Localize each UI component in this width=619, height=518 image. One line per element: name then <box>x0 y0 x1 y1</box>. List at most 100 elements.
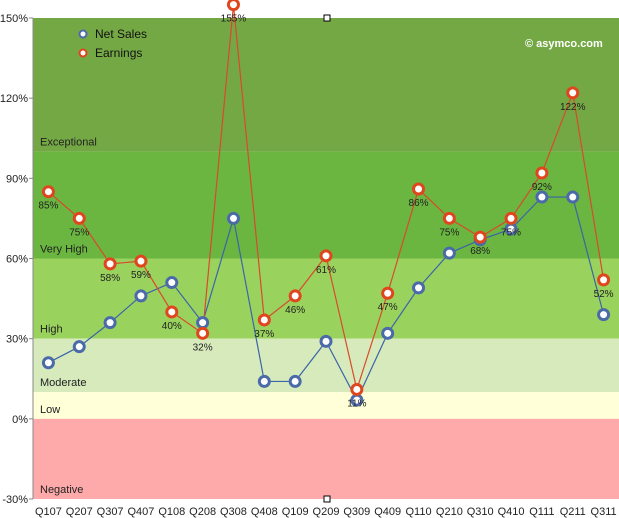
data-point[interactable] <box>319 249 333 263</box>
x-tick-label: Q408 <box>251 506 278 518</box>
y-tick-label: 150% <box>0 13 28 25</box>
data-point[interactable] <box>381 326 395 340</box>
data-point[interactable] <box>597 273 611 287</box>
x-tick-label: Q308 <box>220 506 247 518</box>
data-point[interactable] <box>196 316 210 330</box>
data-point[interactable] <box>165 305 179 319</box>
data-point[interactable] <box>103 316 117 330</box>
data-point[interactable] <box>566 86 580 100</box>
data-point[interactable] <box>412 281 426 295</box>
data-label: 86% <box>409 198 429 209</box>
x-tick-label: Q311 <box>591 506 617 518</box>
band-labels: Exceptional Very High High Moderate Low Negat… <box>40 137 97 496</box>
data-label: 68% <box>470 246 490 257</box>
data-label: 32% <box>193 342 213 353</box>
x-tick-label: Q307 <box>97 506 124 518</box>
data-label: 52% <box>594 289 614 300</box>
band-very-high <box>33 151 619 259</box>
resize-handle-top[interactable] <box>323 14 331 22</box>
legend-label: Net Sales <box>95 27 147 41</box>
data-labels: 85% 75% 58% 59% 40% 32% 155% 37% 46% 61% 11% 47% 86%… <box>38 14 613 410</box>
data-point[interactable] <box>504 211 518 225</box>
band-exceptional <box>33 18 619 152</box>
data-label: 122% <box>560 102 586 113</box>
data-point[interactable] <box>442 246 456 260</box>
x-tick-label: Q107 <box>35 506 62 518</box>
data-label: 92% <box>532 182 552 193</box>
data-point[interactable] <box>473 230 487 244</box>
x-tick-label: Q309 <box>343 506 370 518</box>
x-tick-label: Q111 <box>529 506 554 518</box>
series-points <box>41 0 611 407</box>
y-tick-label: 60% <box>6 254 28 266</box>
data-point[interactable] <box>535 190 549 204</box>
data-label: 58% <box>100 273 120 284</box>
y-axis-ticks: -30% 0% 30% 60% 90% 120% 150% <box>0 13 33 506</box>
band-low <box>33 392 619 419</box>
data-point[interactable] <box>288 289 302 303</box>
data-point[interactable] <box>134 254 148 268</box>
data-point[interactable] <box>442 211 456 225</box>
resize-handle-bottom[interactable] <box>323 495 331 503</box>
data-point[interactable] <box>134 289 148 303</box>
data-point[interactable] <box>319 334 333 348</box>
x-tick-label: Q310 <box>467 506 494 518</box>
data-point[interactable] <box>597 308 611 322</box>
legend-label: Earnings <box>95 46 142 60</box>
data-point[interactable] <box>103 257 117 271</box>
x-tick-label: Q110 <box>405 506 431 518</box>
data-point[interactable] <box>72 211 86 225</box>
y-tick-label: 120% <box>0 93 28 105</box>
legend-marker <box>78 48 88 58</box>
watermark: © asymco.com <box>525 38 603 50</box>
x-tick-label: Q109 <box>282 506 309 518</box>
data-label: 47% <box>378 302 398 313</box>
x-tick-label: Q108 <box>158 506 185 518</box>
data-point[interactable] <box>257 374 271 388</box>
data-label: 46% <box>285 305 305 316</box>
data-point[interactable] <box>196 326 210 340</box>
data-point[interactable] <box>41 356 55 370</box>
x-tick-label: Q210 <box>436 506 463 518</box>
x-tick-label: Q211 <box>560 506 586 518</box>
band-high <box>33 258 619 339</box>
data-point[interactable] <box>257 313 271 327</box>
data-label: 40% <box>162 321 182 332</box>
data-label: 155% <box>221 14 247 25</box>
band-label: Very High <box>40 244 88 256</box>
data-point[interactable] <box>72 340 86 354</box>
data-label: 75% <box>439 227 459 238</box>
y-tick-label: 0% <box>12 414 28 426</box>
y-tick-label: 90% <box>6 173 28 185</box>
x-tick-label: Q409 <box>374 506 401 518</box>
y-tick-label: -30% <box>2 494 28 506</box>
x-tick-label: Q410 <box>498 506 525 518</box>
data-label: 61% <box>316 265 336 276</box>
data-label: 75% <box>69 227 89 238</box>
band-label: Exceptional <box>40 137 97 149</box>
data-point[interactable] <box>226 0 240 12</box>
data-point[interactable] <box>381 286 395 300</box>
data-label: 85% <box>38 201 58 212</box>
data-point[interactable] <box>288 374 302 388</box>
data-point[interactable] <box>535 166 549 180</box>
band-negative <box>33 418 619 499</box>
data-point[interactable] <box>226 211 240 225</box>
data-point[interactable] <box>41 185 55 199</box>
x-tick-label: Q207 <box>66 506 93 518</box>
band-label: Moderate <box>40 377 86 389</box>
x-axis-ticks: Q107 Q207 Q307 Q407 Q108 Q208 Q308 Q408 Q109 Q209… <box>35 506 617 518</box>
data-point[interactable] <box>566 190 580 204</box>
data-label: 59% <box>131 270 151 281</box>
data-point[interactable] <box>350 382 364 396</box>
x-tick-label: Q407 <box>127 506 154 518</box>
data-label: 37% <box>254 329 274 340</box>
data-point[interactable] <box>412 182 426 196</box>
x-tick-label: Q208 <box>189 506 216 518</box>
x-tick-label: Q209 <box>313 506 340 518</box>
data-label: 75% <box>501 227 521 238</box>
data-point[interactable] <box>165 276 179 290</box>
band-label: Negative <box>40 484 83 496</box>
band-label: High <box>40 324 63 336</box>
data-label: 11% <box>347 398 366 409</box>
